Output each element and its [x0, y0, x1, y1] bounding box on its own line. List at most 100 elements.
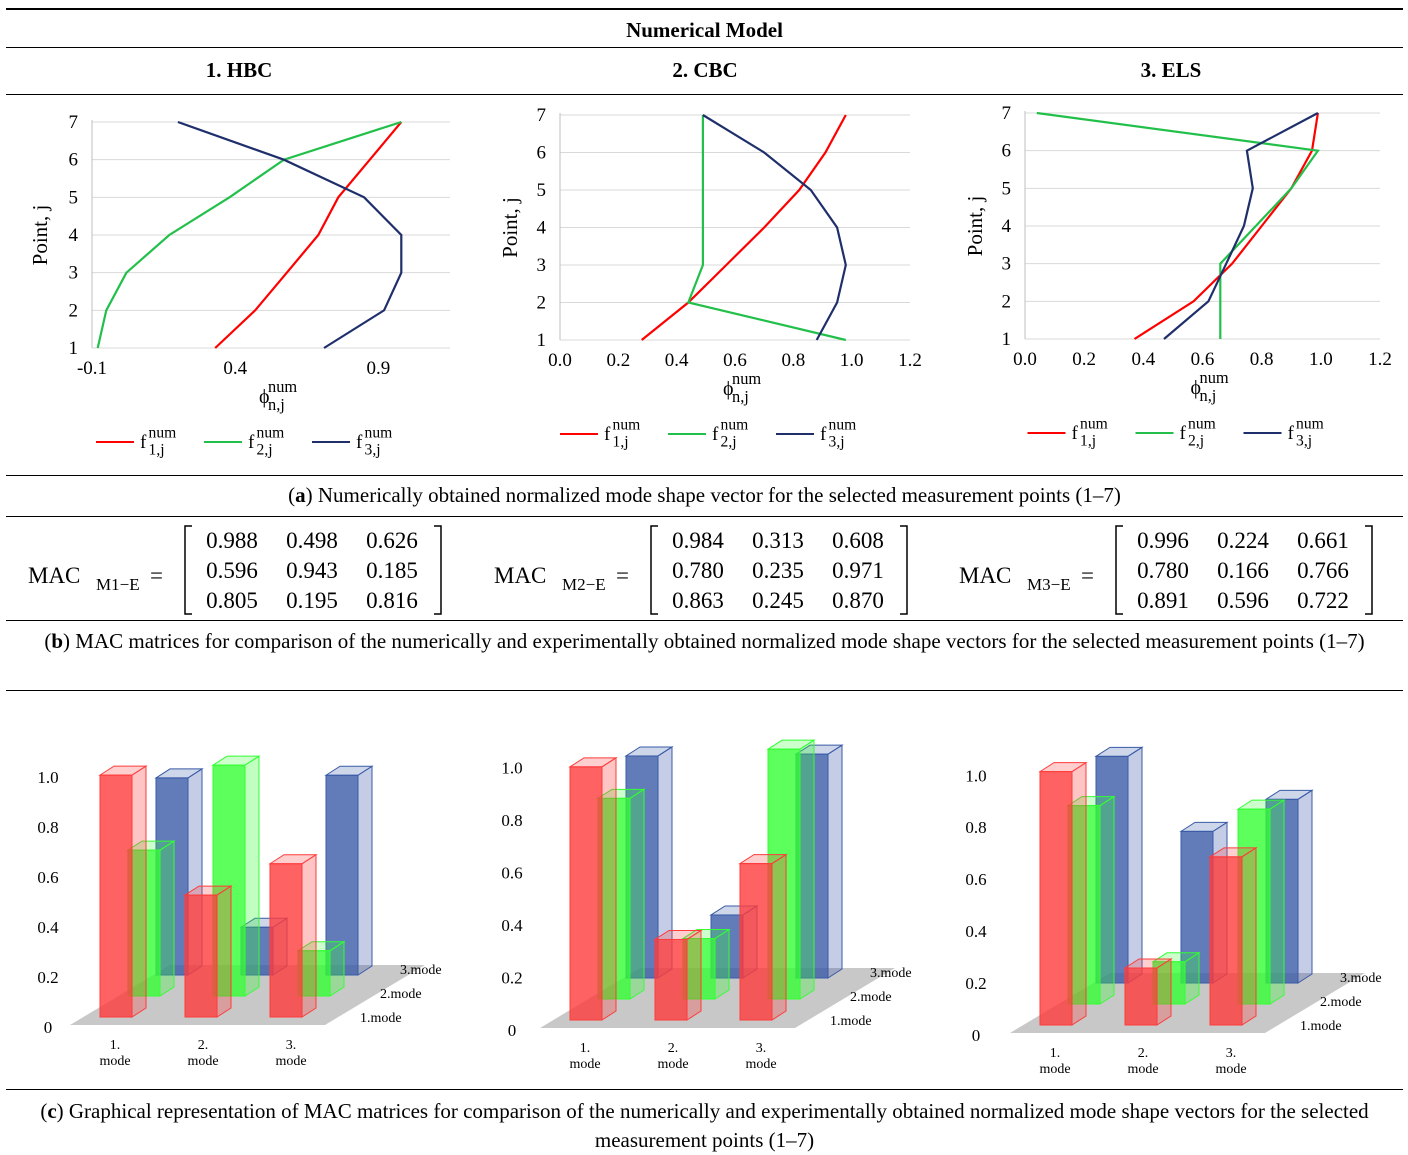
caption-c: (c) Graphical representation of MAC matr…: [40, 1099, 1369, 1152]
matrix-cell: 0.661: [1297, 528, 1349, 553]
bar-section-rule: [6, 690, 1403, 691]
matrix-cell: 0.224: [1217, 528, 1269, 553]
svg-text:num: num: [829, 417, 857, 434]
x-tick-label: mode: [1039, 1062, 1070, 1075]
matrix-cell: 0.245: [752, 588, 804, 613]
svg-text:n,j: n,j: [732, 387, 749, 406]
svg-text:num: num: [613, 417, 641, 434]
matrix-cell: 0.608: [832, 528, 884, 553]
depth-axis-label: 1.mode: [360, 1011, 402, 1026]
x-tick-label: mode: [745, 1057, 776, 1072]
svg-text:num: num: [1200, 368, 1229, 387]
matrix-cell: 0.988: [206, 528, 258, 553]
svg-text:num: num: [268, 377, 297, 396]
column-header-els: 3. ELS: [1140, 58, 1202, 82]
y-tick-label: 3: [537, 255, 547, 276]
y-tick-label: 0.6: [37, 868, 58, 887]
x-tick-label: 0.4: [223, 358, 247, 379]
bar-row2-col2: [211, 755, 261, 997]
svg-text:num: num: [257, 425, 285, 442]
matrix-right-bracket: [434, 525, 442, 615]
y-tick-label: 1.0: [501, 758, 522, 777]
y-tick-label: 0.2: [37, 968, 58, 987]
x-tick-label: 0.6: [1191, 349, 1215, 370]
svg-text:f: f: [1288, 423, 1295, 444]
svg-text:2,j: 2,j: [257, 442, 273, 459]
matrix-cell: 0.870: [832, 588, 884, 613]
series-line-mode-3: [1163, 112, 1319, 340]
svg-text:num: num: [1296, 416, 1324, 433]
x-tick-label: mode: [187, 1054, 218, 1069]
x-tick-label: mode: [99, 1054, 130, 1069]
svg-text:1,j: 1,j: [149, 442, 165, 459]
y-tick-label: 2: [1002, 291, 1012, 312]
svg-text:ϕ: ϕ: [723, 378, 734, 400]
bar-row1-col1: [568, 756, 618, 1021]
bar-row1-col3: [738, 853, 788, 1021]
svg-text:=: =: [1081, 563, 1094, 588]
svg-text:f: f: [356, 432, 363, 453]
y-tick-label: 0: [508, 1021, 517, 1040]
bar-row1-col3: [268, 853, 318, 1018]
x-tick-label: 1.0: [840, 350, 864, 371]
bar-row1-col1: [98, 765, 148, 1018]
mac-label: MAC M2−E =: [494, 563, 629, 594]
mac-3d-bar-chart-els: 00.20.40.60.81.01.mode2.mode3.mode1.mode…: [965, 746, 1382, 1075]
svg-text:num: num: [365, 425, 393, 442]
matrix-cell: 0.971: [832, 558, 884, 583]
bar-row2-col3: [1236, 799, 1286, 1005]
svg-text:MAC: MAC: [959, 563, 1011, 588]
table-header: Numerical Model: [626, 18, 783, 42]
matrix-cell: 0.185: [366, 558, 418, 583]
caption-b: (b) MAC matrices for comparison of the n…: [44, 629, 1365, 653]
matrix-cell: 0.596: [1217, 588, 1269, 613]
bar-row3-col1: [154, 768, 204, 976]
matrix-cell: 0.943: [286, 558, 338, 583]
matrix-cell: 0.626: [366, 528, 418, 553]
matrix-cell: 0.166: [1217, 558, 1269, 583]
svg-text:f: f: [712, 424, 719, 445]
mac-rule: [6, 516, 1403, 517]
depth-axis-label: 3.mode: [1340, 971, 1382, 986]
series-line-mode-3: [702, 114, 847, 341]
x-tick-label: 0.9: [367, 358, 391, 379]
x-tick-label: 3.: [756, 1041, 767, 1056]
matrix-cell: 0.596: [206, 558, 258, 583]
mac-3d-bar-chart-hbc: 00.20.40.60.81.01.mode2.mode3.mode1.mode…: [37, 755, 442, 1069]
y-tick-label: 7: [1002, 103, 1012, 124]
matrix-cell: 0.766: [1297, 558, 1349, 583]
bar-row1-col2: [653, 929, 703, 1021]
y-tick-label: 1.0: [37, 768, 58, 787]
svg-text:f: f: [1180, 423, 1187, 444]
matrix-cell: 0.313: [752, 528, 804, 553]
matrix-right-bracket: [1365, 525, 1373, 615]
y-tick-label: 0.4: [501, 916, 523, 935]
y-tick-label: 1: [537, 330, 547, 351]
y-tick-label: 2: [537, 293, 547, 314]
y-tick-label: 1.0: [965, 766, 986, 785]
y-tick-label: 0: [44, 1018, 53, 1037]
matrix-cell: 0.780: [672, 558, 724, 583]
y-tick-label: 7: [69, 112, 79, 133]
svg-text:num: num: [1188, 416, 1216, 433]
y-tick-label: 0.2: [501, 968, 522, 987]
depth-axis-label: 1.mode: [830, 1014, 872, 1029]
y-tick-label: 6: [69, 150, 79, 171]
svg-text:2,j: 2,j: [1188, 433, 1204, 450]
matrix-cell: 0.996: [1137, 528, 1189, 553]
matrix-cell: 0.195: [286, 588, 338, 613]
matrix-left-bracket: [184, 525, 192, 615]
x-tick-label: 0.8: [1250, 349, 1274, 370]
bar-row1-col1: [1038, 761, 1088, 1026]
depth-axis-label: 1.mode: [1300, 1019, 1342, 1034]
mac-label: MAC M3−E =: [959, 563, 1094, 594]
svg-text:f: f: [820, 424, 827, 445]
series-line-mode-2: [686, 115, 847, 342]
